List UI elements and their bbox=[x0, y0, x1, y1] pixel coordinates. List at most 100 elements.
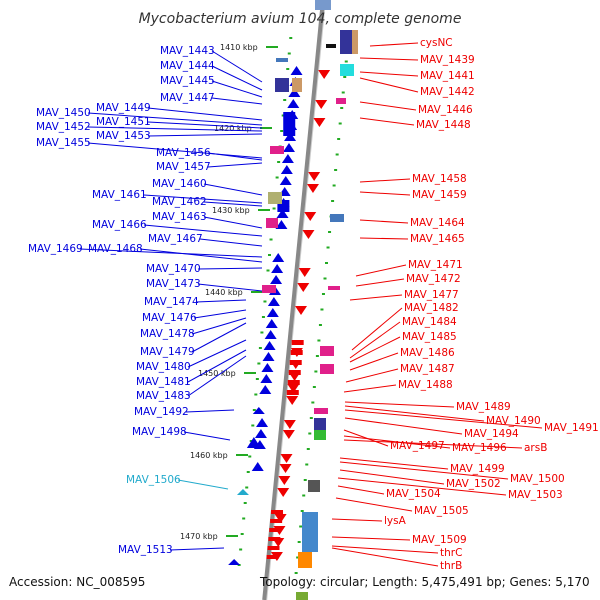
gene-label-plus: MAV_1463 bbox=[152, 211, 207, 223]
leader-line-left bbox=[187, 355, 247, 397]
kbp-tick-label: 1460 kbp bbox=[190, 451, 228, 460]
leader-line-left bbox=[185, 409, 235, 413]
leader-line-left bbox=[87, 112, 263, 126]
leader-line-right bbox=[331, 536, 411, 541]
feature-box bbox=[268, 192, 282, 204]
gene-label-minus: MAV_1441 bbox=[420, 70, 475, 82]
leader-line-left bbox=[147, 133, 263, 137]
leader-line-left bbox=[169, 547, 225, 551]
gene-label-plus: MAV_1498 bbox=[132, 426, 187, 438]
gene-arrow-plus bbox=[267, 297, 280, 306]
feature-box bbox=[292, 78, 302, 92]
gene-label-plus: MAV_1462 bbox=[152, 196, 207, 208]
gene-label-plus: MAV_1456 bbox=[156, 147, 211, 159]
leader-line-right bbox=[359, 71, 419, 77]
leader-line-right bbox=[355, 264, 407, 277]
gene-label-minus: MAV_1482 bbox=[404, 302, 459, 314]
feature-box bbox=[298, 552, 312, 568]
gene-arrow-minus bbox=[282, 430, 295, 439]
leader-line-right bbox=[337, 485, 385, 495]
gene-label-plus: MAV_1451 bbox=[96, 116, 151, 128]
left-leader-lines bbox=[79, 50, 263, 551]
leader-line-left bbox=[203, 183, 263, 196]
gene-arrow-minus bbox=[318, 70, 331, 79]
gene-label-minus: MAV_1472 bbox=[406, 273, 461, 285]
gene-label-minus: MAV_1490 bbox=[486, 415, 541, 427]
feature-box bbox=[302, 512, 318, 552]
gene-arrow-minus bbox=[274, 514, 287, 523]
gene-arrow-plus bbox=[275, 220, 288, 229]
gene-label-minus: MAV_1486 bbox=[400, 347, 455, 359]
leader-line-left bbox=[211, 50, 263, 83]
feature-box bbox=[276, 58, 288, 62]
gene-block-minus bbox=[286, 390, 299, 395]
gene-label-minus: MAV_1448 bbox=[416, 119, 471, 131]
leader-line-right bbox=[355, 278, 405, 287]
gene-label-plus: MAV_1457 bbox=[156, 161, 211, 173]
leader-line-right bbox=[343, 439, 523, 449]
feature-box bbox=[320, 364, 334, 374]
gene-arrow-plus bbox=[262, 352, 275, 361]
gene-arrow-plus bbox=[264, 330, 277, 339]
gene-arrow-plus bbox=[254, 429, 267, 438]
gene-arrow-plus bbox=[276, 209, 289, 218]
feature-box bbox=[296, 592, 308, 600]
right-gene-labels: cysNC MAV_1439 MAV_1441 MAV_1442 MAV_1446 MAV… bbox=[384, 37, 599, 572]
gene-label-minus: MAV_1471 bbox=[408, 259, 463, 271]
leader-line-left bbox=[183, 431, 231, 441]
gene-label-plus: MAV_1467 bbox=[148, 233, 203, 245]
gene-label-highlight: MAV_1506 bbox=[126, 474, 181, 486]
gene-arrow-plus bbox=[260, 374, 273, 383]
gene-label-minus: thrB bbox=[440, 560, 462, 572]
gene-arrow-plus bbox=[261, 363, 274, 372]
gene-label-minus: cysNC bbox=[420, 37, 453, 49]
map-title: Mycobacterium avium 104, complete genome bbox=[139, 11, 462, 27]
kbp-tick-label: 1470 kbp bbox=[180, 532, 218, 541]
gene-arrow-plus bbox=[272, 253, 285, 262]
leader-line-left bbox=[199, 238, 263, 247]
feature-box bbox=[270, 146, 284, 154]
gene-block-minus bbox=[270, 519, 283, 523]
gene-arrow-minus bbox=[308, 172, 321, 181]
gene-arrow-minus bbox=[304, 212, 317, 221]
gene-label-minus: MAV_1487 bbox=[400, 363, 455, 375]
feature-box bbox=[266, 218, 278, 228]
gene-label-plus: MAV_1443 bbox=[160, 45, 215, 57]
gene-label-minus: MAV_1509 bbox=[412, 534, 467, 546]
gene-arrow-plus bbox=[252, 407, 265, 414]
leader-line-right bbox=[345, 368, 399, 383]
feature-box bbox=[320, 346, 334, 356]
gene-arrow-minus bbox=[315, 100, 328, 109]
gene-label-plus: MAV_1481 bbox=[136, 376, 191, 388]
gene-arrow-plus bbox=[282, 143, 295, 152]
left-gene-labels: MAV_1443 MAV_1444 MAV_1445 MAV_1447 MAV_1449… bbox=[28, 45, 215, 556]
leader-line-left bbox=[187, 349, 247, 383]
gene-block-minus bbox=[288, 370, 301, 375]
gene-arrow-minus bbox=[295, 306, 308, 315]
gene-label-minus: MAV_1442 bbox=[420, 86, 475, 98]
leader-line-right bbox=[359, 117, 415, 126]
gene-label-plus: MAV_1513 bbox=[118, 544, 173, 556]
gene-label-minus: lysA bbox=[384, 515, 407, 527]
leader-line-right bbox=[349, 321, 401, 359]
gene-arrow-minus bbox=[277, 488, 290, 497]
leader-line-left bbox=[191, 317, 247, 335]
gene-label-plus: MAV_1473 bbox=[146, 278, 201, 290]
leader-line-left bbox=[203, 201, 263, 207]
gene-label-plus: MAV_1466 bbox=[92, 219, 147, 231]
gene-arrow-minus bbox=[280, 454, 293, 463]
kbp-tick-label: 1440 kbp bbox=[205, 288, 243, 297]
feature-box bbox=[330, 214, 344, 222]
gene-label-plus: MAV_1474 bbox=[144, 296, 199, 308]
leader-line-right bbox=[344, 401, 455, 408]
gene-label-plus: MAV_1460 bbox=[152, 178, 207, 190]
gene-label-minus: MAV_1477 bbox=[404, 289, 459, 301]
feature-box bbox=[326, 44, 336, 48]
gene-label-plus: MAV_1492 bbox=[134, 406, 189, 418]
kbp-tick-label: 1410 kbp bbox=[220, 43, 258, 52]
leader-line-right bbox=[359, 77, 419, 93]
leader-line-left bbox=[87, 142, 263, 159]
gene-arrow-minus bbox=[302, 230, 315, 239]
gene-label-plus: MAV_1478 bbox=[140, 328, 195, 340]
